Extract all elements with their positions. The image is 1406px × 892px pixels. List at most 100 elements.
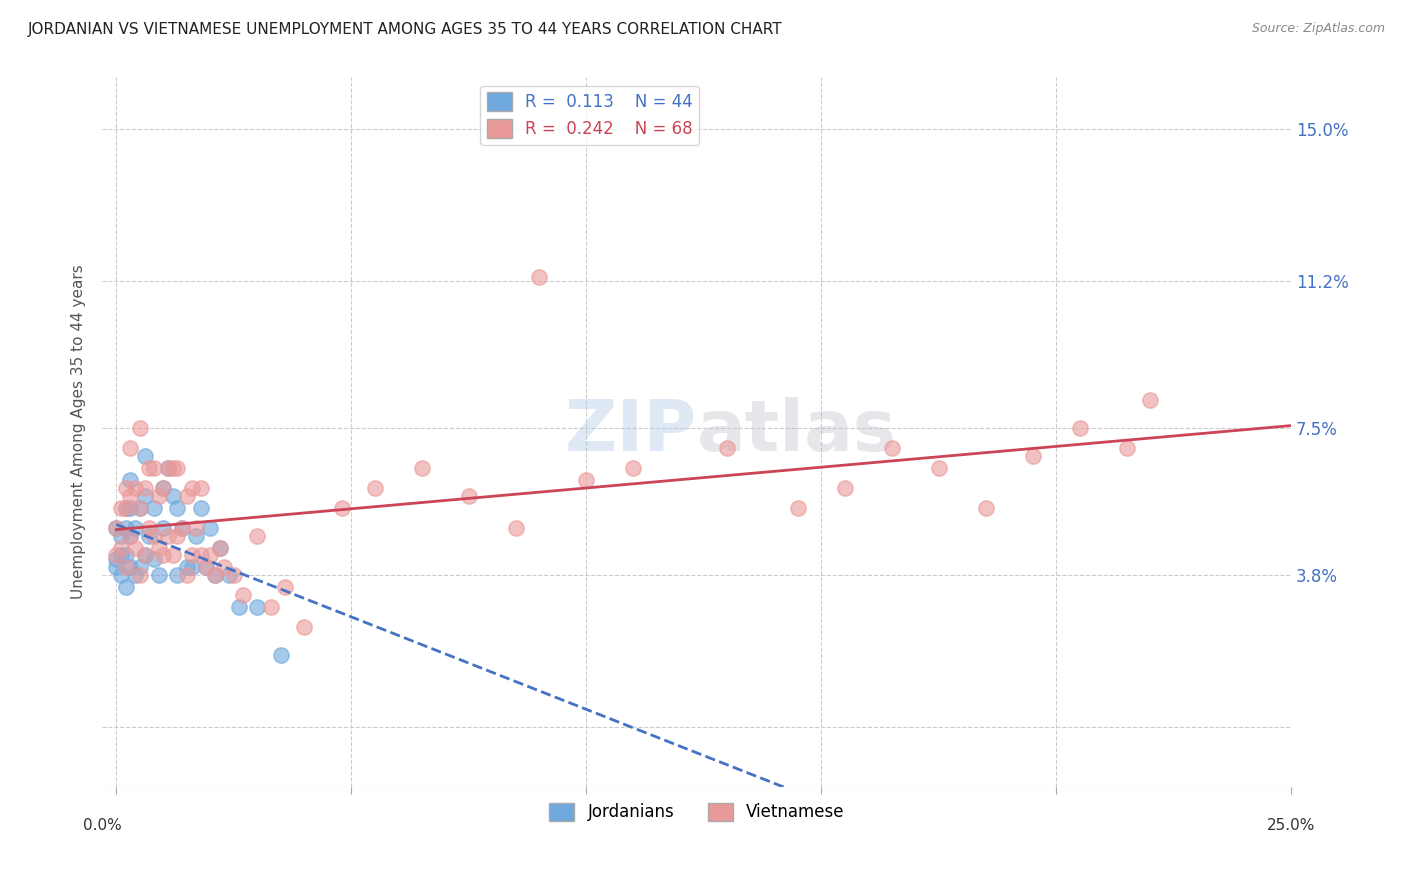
Point (128, 421, 150, 435)
Point (120, 560, 142, 574)
Point (124, 481, 146, 495)
Point (200, 520, 222, 534)
Point (1139, 393, 1161, 408)
Point (786, 500, 808, 515)
Y-axis label: Unemployment Among Ages 35 to 44 years: Unemployment Among Ages 35 to 44 years (72, 265, 86, 599)
Text: 25.0%: 25.0% (1267, 818, 1316, 833)
Point (214, 560, 236, 574)
Point (134, 489, 156, 503)
Point (176, 489, 198, 503)
Point (152, 481, 174, 495)
Point (928, 460, 950, 475)
Text: JORDANIAN VS VIETNAMESE UNEMPLOYMENT AMONG AGES 35 TO 44 YEARS CORRELATION CHART: JORDANIAN VS VIETNAMESE UNEMPLOYMENT AMO… (28, 22, 783, 37)
Text: 0.0%: 0.0% (83, 818, 121, 833)
Text: Source: ZipAtlas.com: Source: ZipAtlas.com (1251, 22, 1385, 36)
Point (110, 549, 132, 563)
Text: ZIP: ZIP (564, 398, 697, 467)
Point (142, 500, 165, 515)
Point (176, 568, 198, 582)
Text: atlas: atlas (697, 398, 897, 467)
Point (974, 500, 997, 515)
Point (114, 520, 136, 534)
Point (105, 520, 128, 534)
Point (162, 489, 184, 503)
Point (124, 520, 146, 534)
Point (292, 620, 315, 634)
Point (110, 568, 132, 582)
Point (134, 549, 156, 563)
Point (166, 500, 188, 515)
Point (128, 560, 150, 574)
Point (148, 489, 170, 503)
Point (180, 549, 202, 563)
Point (330, 500, 353, 515)
Point (110, 528, 132, 542)
Point (128, 500, 150, 515)
Point (110, 541, 132, 555)
Legend: Jordanians, Vietnamese: Jordanians, Vietnamese (543, 796, 851, 828)
Point (138, 520, 160, 534)
Point (1069, 421, 1091, 435)
Point (529, 269, 551, 284)
Point (186, 520, 208, 534)
Point (186, 528, 208, 542)
Point (180, 481, 202, 495)
Point (834, 481, 856, 495)
Point (162, 460, 184, 475)
Point (208, 541, 231, 555)
Point (138, 528, 160, 542)
Point (505, 520, 527, 534)
Point (120, 500, 142, 515)
Point (105, 552, 128, 566)
Point (208, 541, 231, 555)
Point (204, 568, 226, 582)
Point (204, 568, 226, 582)
Point (575, 473, 598, 487)
Point (142, 528, 165, 542)
Point (134, 549, 156, 563)
Point (128, 568, 150, 582)
Point (270, 648, 292, 662)
Point (114, 500, 136, 515)
Point (142, 460, 165, 475)
Point (1022, 449, 1045, 463)
Point (114, 560, 136, 574)
Point (142, 552, 165, 566)
Point (162, 549, 184, 563)
Point (180, 560, 202, 574)
Point (120, 489, 142, 503)
Point (114, 549, 136, 563)
Point (218, 568, 240, 582)
Point (120, 441, 142, 455)
Point (1115, 441, 1137, 455)
Point (124, 568, 146, 582)
Point (138, 460, 160, 475)
Point (172, 520, 194, 534)
Point (457, 489, 479, 503)
Point (156, 460, 179, 475)
Point (156, 528, 179, 542)
Point (411, 460, 433, 475)
Point (120, 473, 142, 487)
Point (148, 568, 170, 582)
Point (246, 600, 269, 615)
Point (105, 560, 128, 574)
Point (222, 568, 245, 582)
Point (260, 600, 283, 615)
Point (128, 500, 150, 515)
Point (110, 500, 132, 515)
Point (152, 481, 174, 495)
Point (274, 580, 297, 594)
Point (190, 481, 212, 495)
Point (190, 549, 212, 563)
Point (114, 481, 136, 495)
Point (716, 441, 738, 455)
Point (621, 460, 644, 475)
Point (134, 481, 156, 495)
Point (190, 500, 212, 515)
Point (200, 549, 222, 563)
Point (880, 441, 903, 455)
Point (232, 588, 254, 602)
Point (194, 560, 217, 574)
Point (156, 460, 179, 475)
